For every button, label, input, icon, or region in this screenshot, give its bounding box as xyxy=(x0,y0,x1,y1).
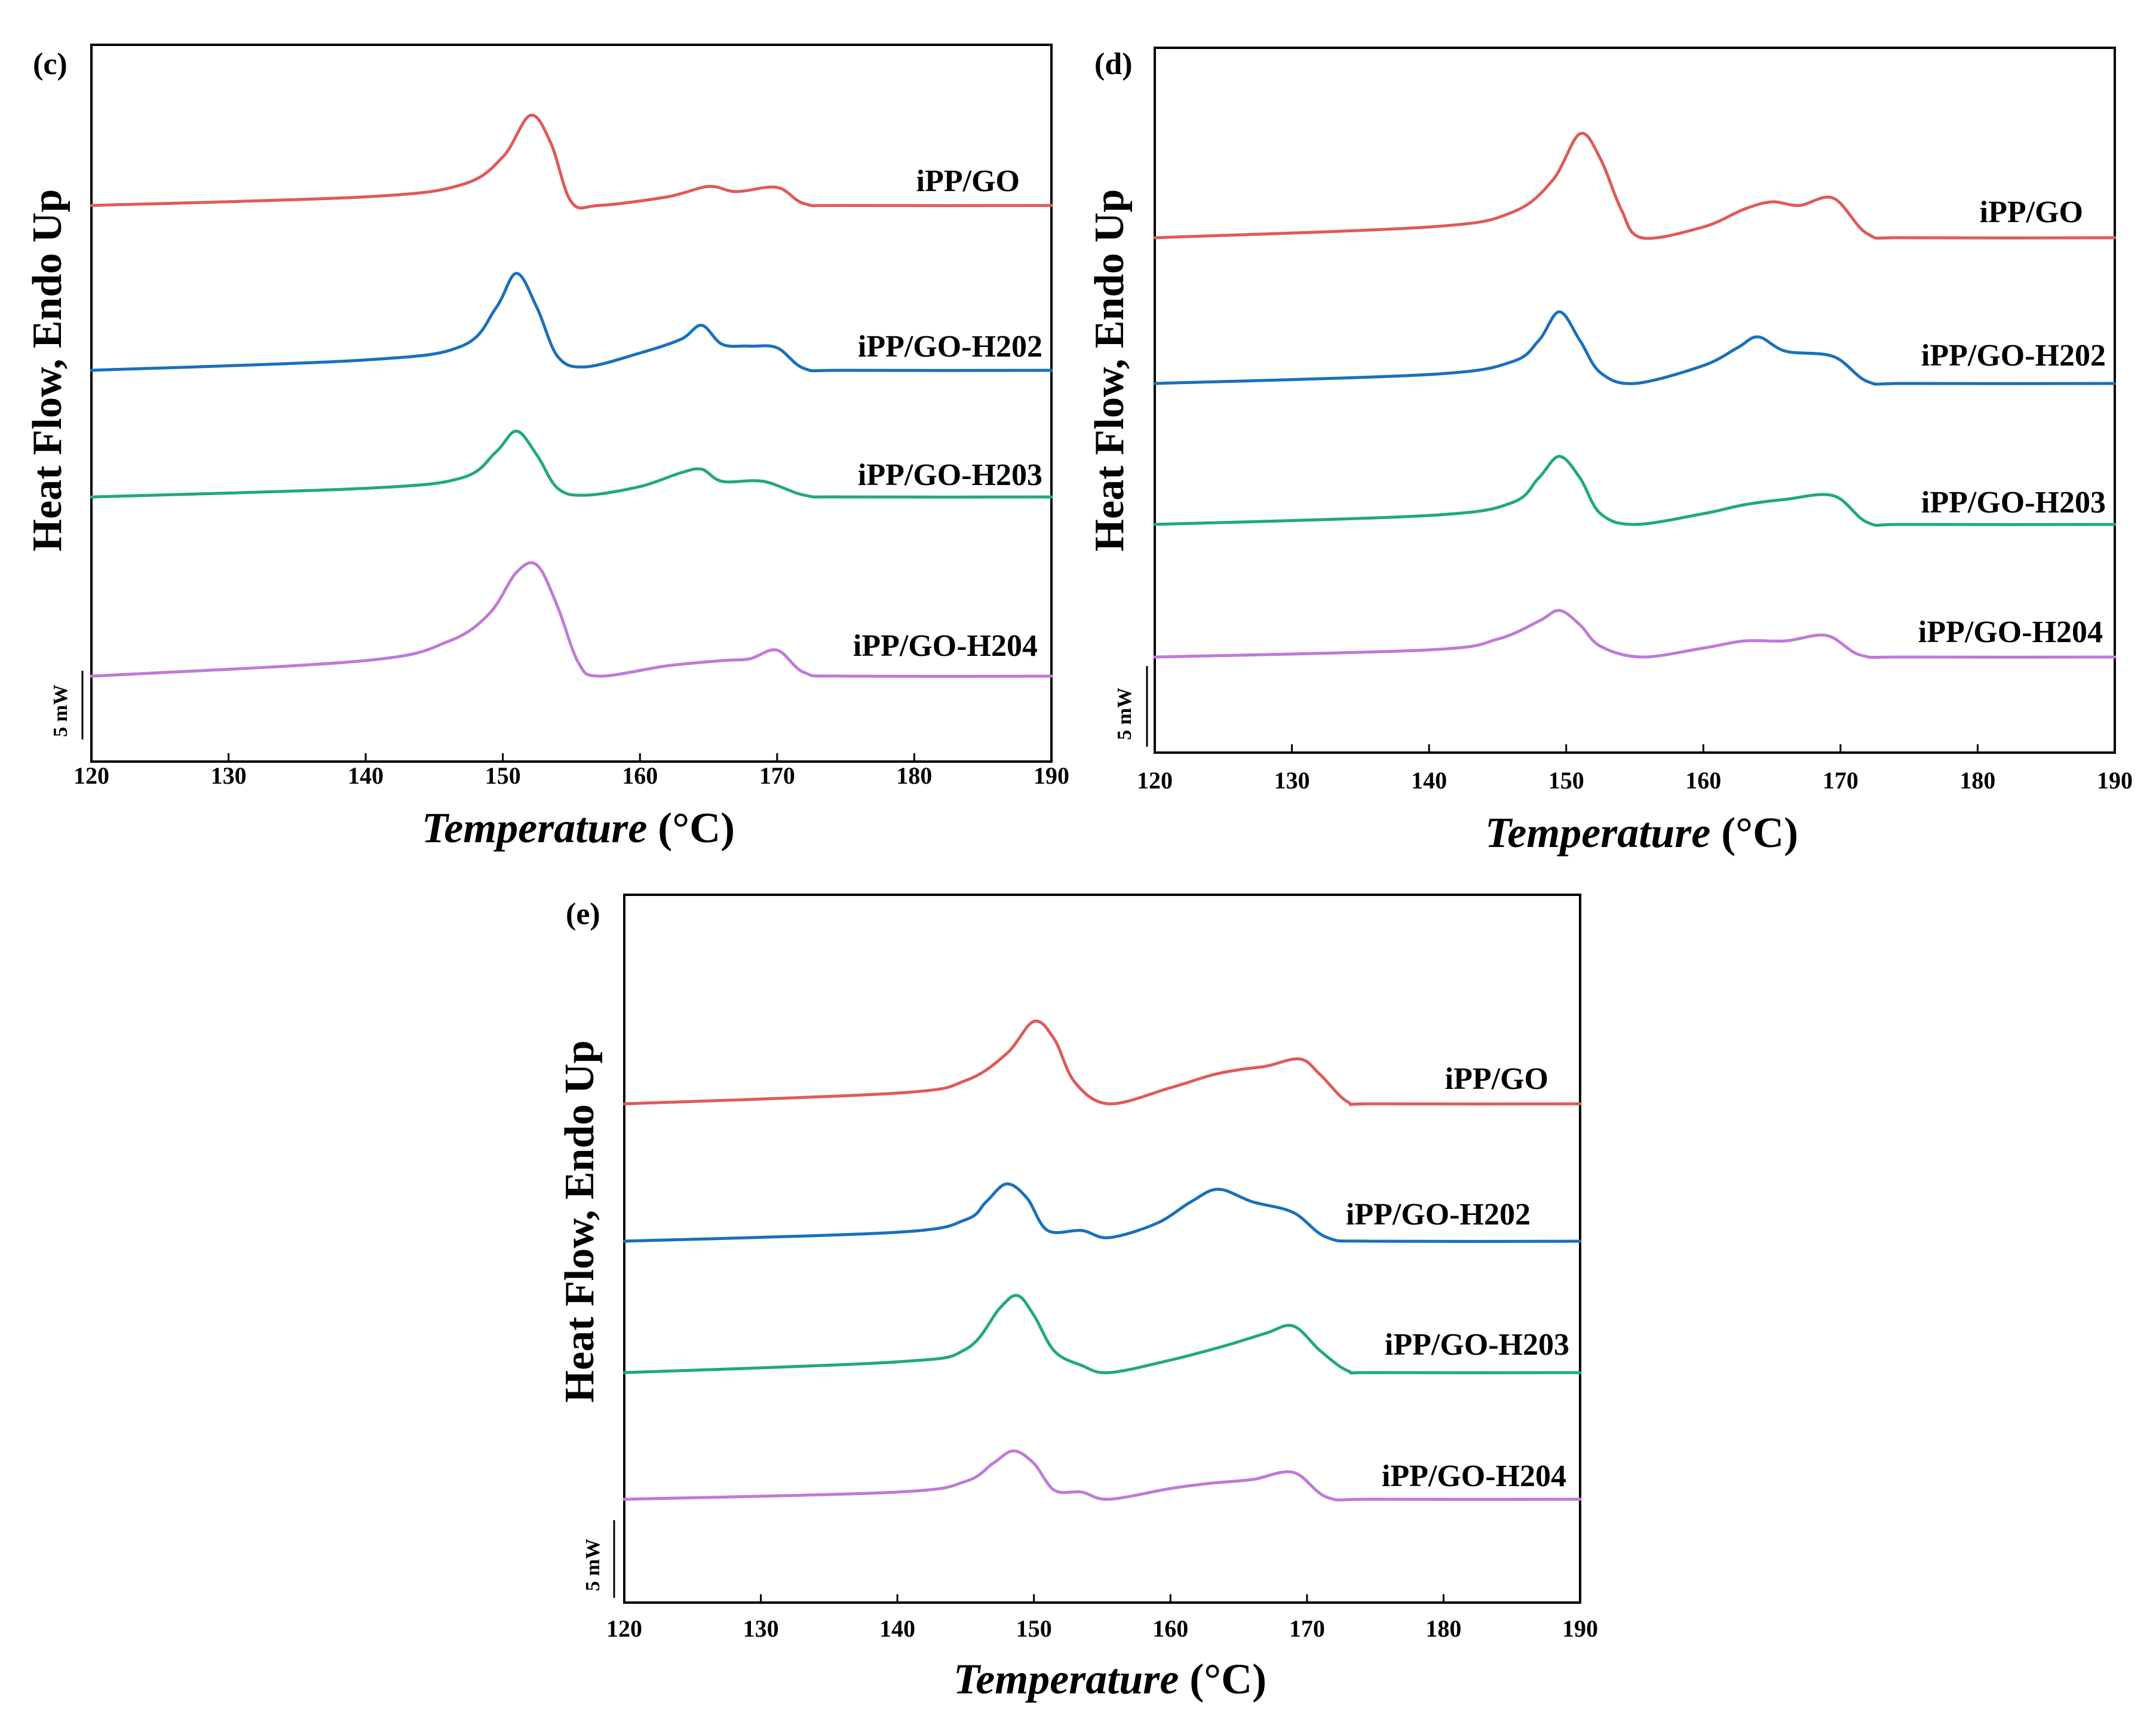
panel-e-series-label-ipp-go: iPP/GO xyxy=(1445,1062,1548,1096)
panel-d-x-tick-labels: 120 130 140 150 160 170 180 190 xyxy=(1137,767,2133,794)
panel-d-y-axis-title: Heat Flow, Endo Up xyxy=(1087,189,1133,552)
panel-d-curve-ipp-go-h202 xyxy=(1153,310,2117,386)
panel-e-x-tick-labels: 120 130 140 150 160 170 180 190 xyxy=(606,1615,1598,1642)
panel-c-tick-label-120: 120 xyxy=(73,762,109,789)
panel-e-series-label-ipp-go-h202: iPP/GO-H202 xyxy=(1346,1198,1531,1232)
panel-d-series-label-ipp-go-h204: iPP/GO-H204 xyxy=(1918,615,2103,649)
panel-d-x-ticks xyxy=(1154,744,2116,753)
panel-e-curve-ipp-go-h202 xyxy=(622,1182,1582,1243)
panel-c-series-label-ipp-go-h202: iPP/GO-H202 xyxy=(858,330,1042,364)
panel-d-curve-ipp-go xyxy=(1153,131,2117,240)
panel-d: (d) Heat Flow, Endo Up 120 130 140 150 1… xyxy=(1087,47,2133,857)
panel-c: (c) Heat Flow, Endo Up 120 130 140 150 1… xyxy=(24,44,1069,852)
panel-c-tick-label-130: 130 xyxy=(211,762,247,789)
panel-d-series-label-ipp-go-h202: iPP/GO-H202 xyxy=(1921,339,2106,373)
panel-d-tick-label-180: 180 xyxy=(1959,767,1995,794)
panel-e-series-label-ipp-go-h204: iPP/GO-H204 xyxy=(1382,1459,1566,1493)
panel-e-tick-label-180: 180 xyxy=(1425,1615,1461,1642)
panel-e-scale-label: 5 mW xyxy=(582,1539,604,1591)
panel-d-tick-label-190: 190 xyxy=(2097,767,2133,794)
panel-e-tick-label-140: 140 xyxy=(879,1615,915,1642)
panel-c-tick-label-170: 170 xyxy=(759,762,795,789)
panel-d-plot-frame xyxy=(1154,47,2116,754)
panel-c-curve-ipp-go-h204 xyxy=(90,561,1053,678)
panel-d-curve-ipp-go-h203 xyxy=(1153,455,2117,527)
panel-e-tick-label-150: 150 xyxy=(1016,1615,1052,1642)
panel-d-series-label-ipp-go: iPP/GO xyxy=(1980,195,2083,229)
panel-e-curve-ipp-go-h204 xyxy=(622,1449,1582,1502)
panel-d-tick-label-150: 150 xyxy=(1548,767,1584,794)
panel-c-curve-ipp-go-h203 xyxy=(90,429,1053,499)
panel-e-label: (e) xyxy=(566,897,600,931)
panel-c-tick-label-150: 150 xyxy=(485,762,521,789)
panel-c-plot-frame xyxy=(90,44,1053,763)
panel-c-series-label-ipp-go: iPP/GO xyxy=(916,164,1020,198)
panel-d-scale-label: 5 mW xyxy=(1114,688,1136,740)
panel-d-curve-ipp-go-h204 xyxy=(1153,609,2117,659)
panel-e-tick-label-190: 190 xyxy=(1562,1615,1598,1642)
panel-e-tick-label-120: 120 xyxy=(606,1615,642,1642)
panel-e-curve-ipp-go-h203 xyxy=(622,1294,1582,1375)
panel-c-tick-label-160: 160 xyxy=(622,762,658,789)
panel-c-curve-ipp-go xyxy=(90,113,1053,210)
panel-e-series-label-ipp-go-h203: iPP/GO-H203 xyxy=(1385,1328,1569,1362)
panel-e-tick-label-160: 160 xyxy=(1152,1615,1188,1642)
panel-e-tick-label-170: 170 xyxy=(1289,1615,1325,1642)
panel-e-y-axis-title: Heat Flow, Endo Up xyxy=(557,1041,603,1403)
panel-e: (e) Heat Flow, Endo Up 120 130 140 150 1… xyxy=(557,894,1598,1703)
panel-d-series-label-ipp-go-h203: iPP/GO-H203 xyxy=(1921,486,2106,520)
panel-c-tick-label-140: 140 xyxy=(348,762,384,789)
panel-c-tick-label-190: 190 xyxy=(1033,762,1069,789)
panel-c-label: (c) xyxy=(33,47,68,81)
panel-c-series-label-ipp-go-h203: iPP/GO-H203 xyxy=(858,458,1042,492)
panel-c-curve-ipp-go-h202 xyxy=(90,272,1053,373)
panel-d-tick-label-170: 170 xyxy=(1823,767,1858,794)
panel-c-x-tick-labels: 120 130 140 150 160 170 180 190 xyxy=(73,762,1069,789)
panel-c-y-axis-title: Heat Flow, Endo Up xyxy=(24,189,70,552)
panel-d-tick-label-160: 160 xyxy=(1685,767,1721,794)
panel-d-label: (d) xyxy=(1094,47,1133,81)
panel-d-tick-label-130: 130 xyxy=(1274,767,1310,794)
panel-e-tick-label-130: 130 xyxy=(743,1615,779,1642)
panel-c-series-label-ipp-go-h204: iPP/GO-H204 xyxy=(853,629,1038,663)
panel-c-tick-label-180: 180 xyxy=(896,762,932,789)
panel-e-x-axis-title: Temperature (°C) xyxy=(953,1655,1266,1703)
panel-d-tick-label-120: 120 xyxy=(1137,767,1173,794)
panel-e-curve-ipp-go xyxy=(622,1019,1582,1106)
panel-d-tick-label-140: 140 xyxy=(1411,767,1447,794)
panel-c-x-ticks xyxy=(90,753,1053,762)
panel-c-scale-label: 5 mW xyxy=(50,685,72,737)
panel-c-x-axis-title: Temperature (°C) xyxy=(422,804,735,852)
panel-e-x-ticks xyxy=(623,1594,1581,1603)
panel-d-x-axis-title: Temperature (°C) xyxy=(1485,809,1798,857)
panel-e-plot-frame xyxy=(623,894,1581,1604)
